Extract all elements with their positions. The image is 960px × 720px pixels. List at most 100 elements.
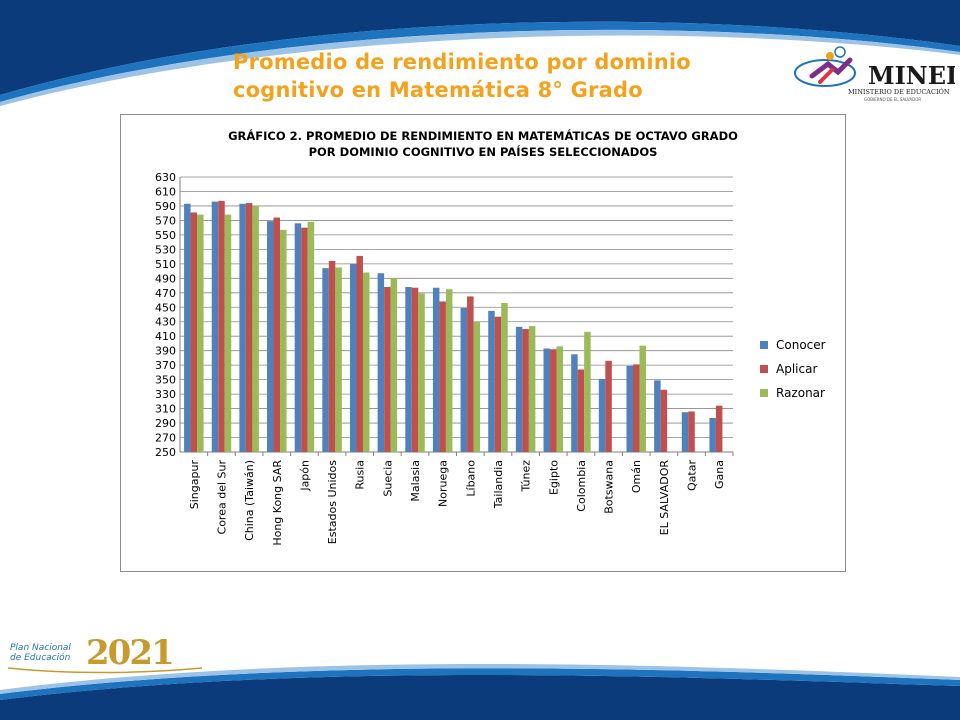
bar-aplicar xyxy=(439,301,446,452)
bar-aplicar xyxy=(522,328,529,452)
chart-title: GRÁFICO 2. PROMEDIO DE RENDIMIENTO EN MA… xyxy=(0,128,960,160)
chart-legend: Conocer Aplicar Razonar xyxy=(760,333,826,405)
y-tick-label: 370 xyxy=(155,359,176,372)
legend-swatch-conocer xyxy=(760,341,768,349)
y-tick-label: 610 xyxy=(155,185,176,198)
y-tick-label: 550 xyxy=(155,229,176,242)
legend-label-razonar: Razonar xyxy=(776,386,825,400)
y-tick-label: 510 xyxy=(155,258,176,271)
bar-conocer xyxy=(322,268,329,452)
bar-conocer xyxy=(681,412,689,452)
legend-item-aplicar: Aplicar xyxy=(760,357,826,381)
bar-conocer xyxy=(349,263,357,452)
bar-conocer xyxy=(239,203,246,452)
x-category-label: Noruega xyxy=(437,460,450,507)
legend-item-conocer: Conocer xyxy=(760,333,826,357)
bar-razonar xyxy=(335,267,342,452)
bar-aplicar xyxy=(494,316,502,452)
y-tick-label: 270 xyxy=(155,432,176,445)
bar-aplicar xyxy=(688,411,695,452)
y-tick-label: 390 xyxy=(155,345,176,358)
mined-logo-subtitle: MINISTERIO DE EDUCACIÓN xyxy=(848,87,950,96)
x-category-label: Qatar xyxy=(686,460,699,491)
bar-razonar xyxy=(473,321,481,452)
bar-razonar xyxy=(197,214,204,452)
y-tick-label: 630 xyxy=(155,171,176,184)
y-tick-label: 410 xyxy=(155,330,176,343)
bar-razonar xyxy=(362,272,370,452)
chart-title-line2: POR DOMINIO COGNITIVO EN PAÍSES SELECCIO… xyxy=(308,145,658,159)
legend-label-conocer: Conocer xyxy=(776,338,826,352)
plan-logo-year: 2021 xyxy=(86,633,173,673)
plan-nacional-logo: Plan Nacional de Educación 2021 xyxy=(7,633,203,674)
x-category-label: Singapur xyxy=(188,460,201,510)
bar-conocer xyxy=(488,310,495,452)
bar-razonar xyxy=(501,302,508,452)
bottom-decorative-band xyxy=(0,663,960,720)
plan-logo-text2: de Educación xyxy=(10,652,71,663)
x-category-label: Japón xyxy=(298,460,311,492)
bar-conocer xyxy=(571,354,578,452)
x-category-label: China (Taiwán) xyxy=(243,460,256,541)
bar-razonar xyxy=(224,214,232,452)
bar-conocer xyxy=(515,326,523,452)
bar-aplicar xyxy=(605,360,612,452)
x-category-label: Corea del Sur xyxy=(215,460,228,535)
bar-aplicar xyxy=(245,203,253,452)
x-category-label: Estados Unidos xyxy=(326,460,339,544)
x-category-label: Líbano xyxy=(464,460,477,497)
y-tick-label: 570 xyxy=(155,214,176,227)
bar-conocer xyxy=(598,378,606,452)
bar-conocer xyxy=(432,287,440,452)
x-category-label: Hong Kong SAR xyxy=(271,460,284,546)
x-category-label: Suecia xyxy=(381,460,394,497)
bar-razonar xyxy=(528,326,536,452)
bar-conocer xyxy=(460,307,468,452)
mined-logo-name: MINED xyxy=(868,61,955,90)
chart-title-line1: GRÁFICO 2. PROMEDIO DE RENDIMIENTO EN MA… xyxy=(228,129,738,143)
bar-razonar xyxy=(445,289,453,452)
bar-conocer xyxy=(405,287,412,452)
y-tick-label: 430 xyxy=(155,316,176,329)
x-category-label: Colombia xyxy=(575,460,588,512)
y-tick-label: 590 xyxy=(155,200,176,213)
bar-aplicar xyxy=(301,227,308,452)
bar-conocer xyxy=(267,221,274,452)
legend-swatch-aplicar xyxy=(760,365,768,373)
y-tick-label: 250 xyxy=(155,446,176,459)
legend-label-aplicar: Aplicar xyxy=(776,362,818,376)
bar-aplicar xyxy=(632,364,640,452)
x-category-label: Gana xyxy=(713,460,726,489)
bar-razonar xyxy=(252,205,259,452)
y-tick-label: 490 xyxy=(155,272,176,285)
y-tick-label: 450 xyxy=(155,301,176,314)
bar-razonar xyxy=(307,221,315,452)
mined-logo-subtitle2: GOBIERNO DE EL SALVADOR xyxy=(864,97,921,102)
bar-conocer xyxy=(184,203,191,452)
bar-aplicar xyxy=(411,287,419,452)
x-category-label: Egipto xyxy=(547,460,560,495)
y-tick-label: 470 xyxy=(155,287,176,300)
x-category-label: Tailandia xyxy=(492,460,505,509)
bar-conocer xyxy=(654,380,661,452)
bar-razonar xyxy=(584,331,591,452)
x-category-label: EL SALVADOR xyxy=(658,460,671,536)
top-decorative-band xyxy=(0,0,960,106)
y-tick-label: 350 xyxy=(155,374,176,387)
bar-aplicar xyxy=(467,296,474,452)
x-category-label: Rusia xyxy=(354,460,367,490)
slide-title: Promedio de rendimiento por dominio cogn… xyxy=(233,48,691,104)
bar-aplicar xyxy=(273,217,281,452)
bar-razonar xyxy=(556,346,564,452)
bar-aplicar xyxy=(384,287,391,452)
bar-aplicar xyxy=(190,212,198,452)
bar-razonar xyxy=(280,229,287,452)
bar-aplicar xyxy=(577,369,585,452)
mined-logo: MINED MINISTERIO DE EDUCACIÓN GOBIERNO D… xyxy=(794,46,955,102)
bar-aplicar xyxy=(356,255,363,452)
bar-razonar xyxy=(639,345,646,452)
bar-razonar xyxy=(418,293,425,452)
y-tick-label: 330 xyxy=(155,388,176,401)
bar-conocer xyxy=(543,348,551,452)
slide-title-line1: Promedio de rendimiento por dominio xyxy=(233,50,691,74)
